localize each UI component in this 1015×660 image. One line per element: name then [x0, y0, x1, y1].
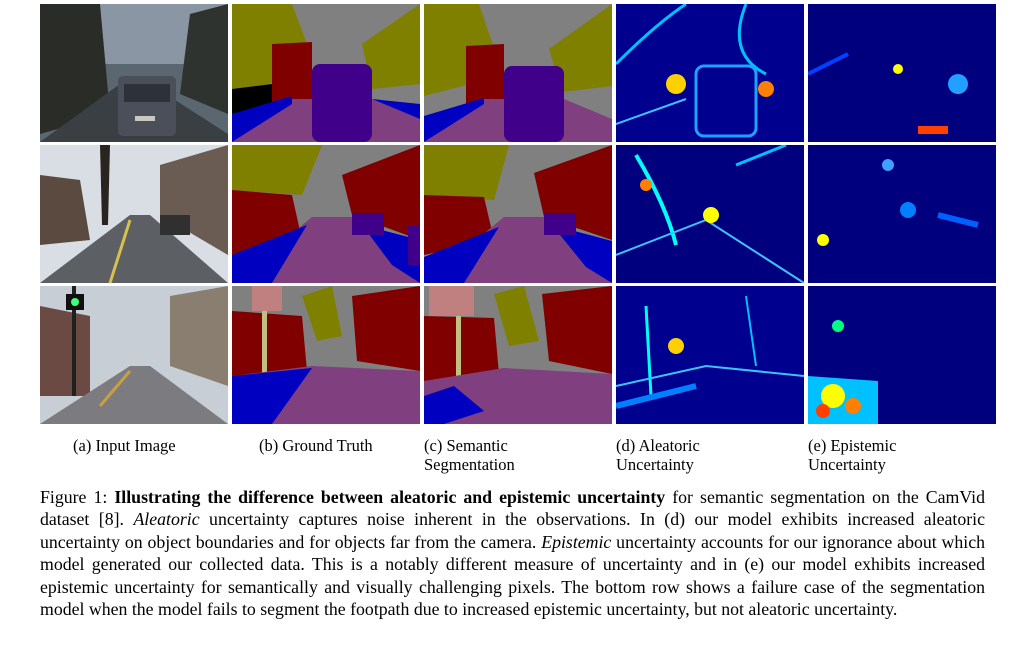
caption-emphasis: Epistemic	[541, 531, 612, 552]
epistemic-row3	[808, 286, 996, 424]
input-image-row3	[40, 286, 228, 424]
aleatoric-row2	[616, 145, 804, 283]
segmentation-row1	[424, 4, 612, 142]
figure-caption: Figure 1: Illustrating the difference be…	[40, 486, 985, 620]
column-label-input: (a) Input Image	[73, 436, 176, 455]
caption-prefix: Figure 1:	[40, 487, 115, 507]
caption-text: uncertainty captures noise inherent in t…	[40, 509, 986, 552]
label-line: (b) Ground Truth	[259, 436, 373, 455]
label-line: Segmentation	[424, 455, 515, 474]
column-label-segmentation: (c) Semantic Segmentation	[424, 436, 515, 474]
epistemic-row1	[808, 4, 996, 142]
caption-title: Illustrating the difference between alea…	[114, 487, 666, 507]
aleatoric-row3	[616, 286, 804, 424]
column-label-aleatoric: (d) Aleatoric Uncertainty	[616, 436, 700, 474]
label-line: (d) Aleatoric	[616, 436, 700, 455]
ground-truth-row3	[232, 286, 420, 424]
label-line: (a) Input Image	[73, 436, 176, 455]
figure-grid	[40, 4, 996, 424]
caption-text: uncertainty accounts for our ignorance a…	[40, 531, 985, 620]
caption-text: for semantic segmentation on the CamVid …	[40, 487, 985, 530]
ground-truth-row2	[232, 145, 420, 283]
caption-emphasis: Aleatoric	[133, 509, 200, 530]
column-label-ground-truth: (b) Ground Truth	[259, 436, 373, 455]
ground-truth-row1	[232, 4, 420, 142]
label-line: (e) Epistemic	[808, 436, 897, 455]
segmentation-row3	[424, 286, 612, 424]
label-line: Uncertainty	[808, 455, 886, 474]
label-line: Uncertainty	[616, 455, 694, 474]
label-line: (c) Semantic	[424, 436, 508, 455]
epistemic-row2	[808, 145, 996, 283]
aleatoric-row1	[616, 4, 804, 142]
column-label-epistemic: (e) Epistemic Uncertainty	[808, 436, 896, 474]
input-image-row2	[40, 145, 228, 283]
input-image-row1	[40, 4, 228, 142]
segmentation-row2	[424, 145, 612, 283]
